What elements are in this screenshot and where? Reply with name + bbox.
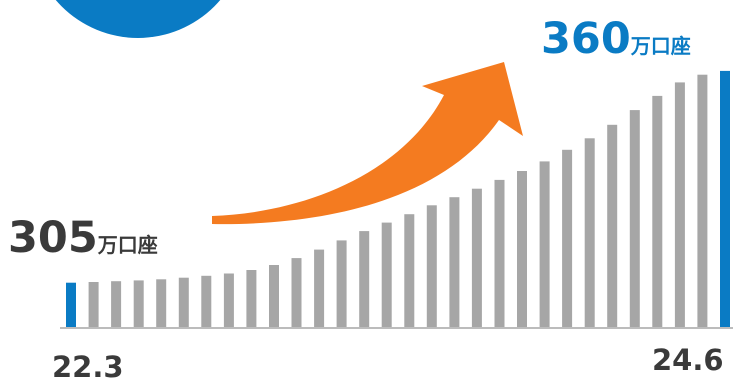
bar-27 xyxy=(652,95,663,328)
bar-11 xyxy=(291,258,302,327)
bar-2 xyxy=(88,282,99,327)
bar-15 xyxy=(381,222,392,327)
bar-21 xyxy=(517,171,527,327)
growth-arrow xyxy=(212,62,523,225)
start-annotation: 305万口座 xyxy=(8,213,158,263)
start-value: 305 xyxy=(8,213,98,263)
end-unit: 万口座 xyxy=(630,34,691,58)
bar-19 xyxy=(471,188,482,327)
bar-10 xyxy=(269,265,279,327)
decorative-circle xyxy=(55,0,221,38)
bar-23 xyxy=(562,149,573,327)
bar-26 xyxy=(629,110,640,327)
x-start-label: 22.3 xyxy=(52,350,124,379)
start-unit: 万口座 xyxy=(97,233,158,257)
x-end-label: 24.6 xyxy=(652,343,724,377)
bar-25 xyxy=(607,124,618,327)
bar-30 xyxy=(720,70,730,328)
bar-12 xyxy=(314,249,325,327)
bar-9 xyxy=(246,270,257,327)
bar-24 xyxy=(584,138,595,327)
bar-4 xyxy=(133,280,144,327)
bar-18 xyxy=(449,197,460,327)
bar-14 xyxy=(359,231,370,327)
bar-22 xyxy=(539,161,550,327)
bar-29 xyxy=(697,74,708,327)
bar-8 xyxy=(223,273,234,327)
bar-28 xyxy=(674,82,685,328)
bar-6 xyxy=(178,277,189,327)
bar-7 xyxy=(201,275,212,327)
end-annotation: 360万口座 xyxy=(541,14,691,64)
bar-13 xyxy=(336,240,347,327)
bar-1 xyxy=(66,282,76,327)
bar-17 xyxy=(426,205,437,327)
bars-group xyxy=(66,70,730,328)
end-value: 360 xyxy=(541,14,631,64)
bar-3 xyxy=(111,281,122,327)
bar-5 xyxy=(156,279,167,327)
bar-16 xyxy=(404,214,415,327)
bar-20 xyxy=(494,179,505,327)
